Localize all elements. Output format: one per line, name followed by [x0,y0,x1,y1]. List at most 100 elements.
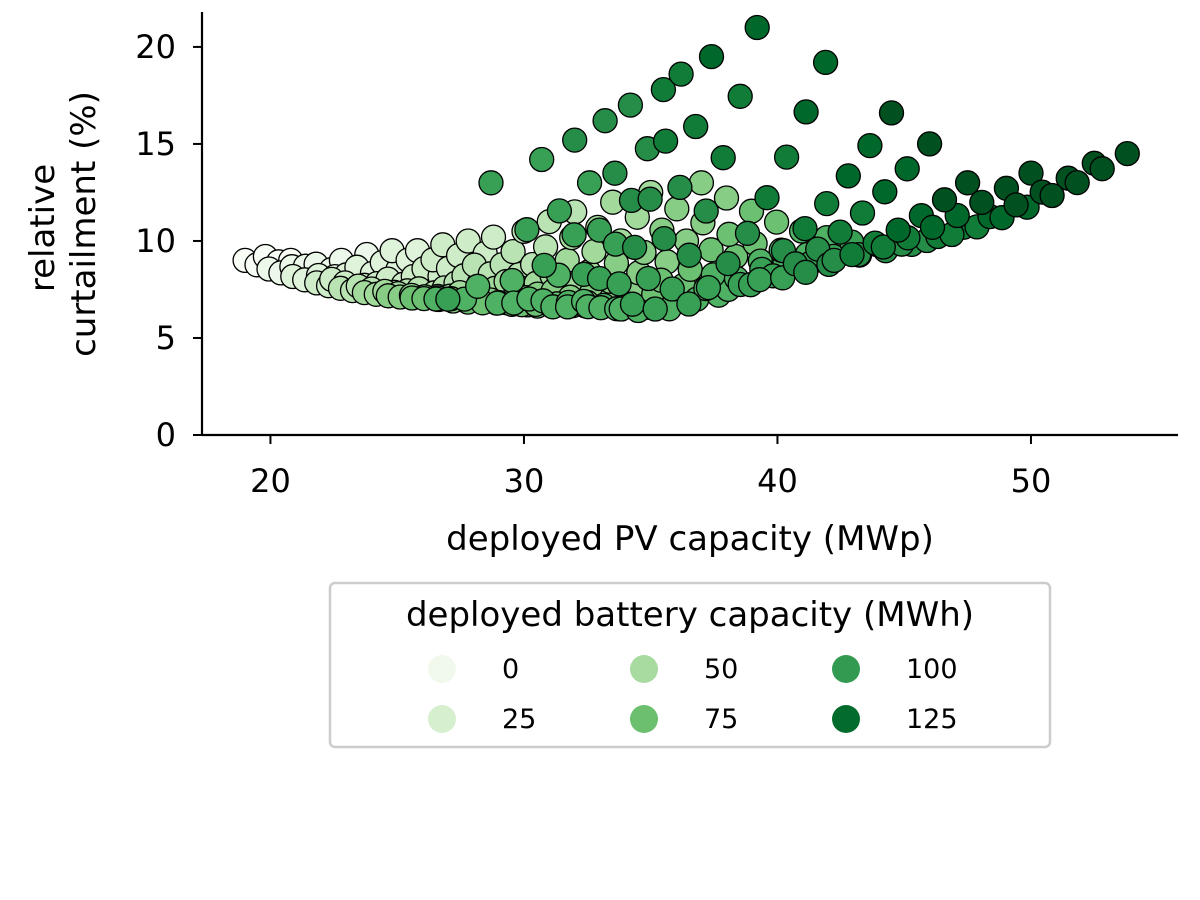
legend-marker [428,705,456,733]
data-point [500,238,526,265]
data-point [635,265,661,292]
data-point [954,170,981,196]
data-point [688,170,715,196]
y-tick-label: 20 [135,28,176,66]
data-point [642,296,668,322]
data-point [793,99,819,125]
y-axis-title-line1: relative [23,164,63,292]
data-point [499,267,525,294]
data-point [773,144,800,170]
y-tick-label: 15 [135,125,176,163]
data-point [931,187,958,213]
data-point [695,274,722,301]
legend-label: 0 [502,654,519,685]
data-point [713,185,740,211]
data-point [793,259,819,285]
x-tick-label: 20 [250,462,291,500]
data-point [1089,156,1115,182]
data-point [1039,182,1065,209]
data-point [870,234,896,260]
legend-label: 50 [704,654,738,685]
data-point [693,198,719,224]
data-point [792,215,818,242]
legend-label: 125 [906,704,958,735]
data-point [619,291,646,317]
data-point [839,241,865,268]
data-point [676,291,702,317]
y-tick-label: 10 [135,222,176,260]
data-point [754,185,780,211]
x-axis-title: deployed PV capacity (MWp) [446,519,934,559]
x-tick-label: 50 [1011,462,1052,500]
data-point [659,276,685,302]
data-point [480,224,507,250]
legend-label: 25 [502,704,536,735]
y-tick-label: 0 [156,416,176,454]
data-point [676,242,702,268]
data-point [606,271,632,297]
legend-frame [328,581,1052,749]
y-tick-label: 5 [156,319,176,357]
data-point [916,131,943,157]
data-point [885,217,911,243]
data-point [531,252,557,279]
legend-label: 75 [704,704,738,735]
data-point [652,128,679,154]
data-point [849,200,876,226]
data-point [617,92,644,118]
axes [200,12,1178,437]
data-point [1018,160,1044,186]
y-ticks: 0 5 10 15 20 [135,28,202,454]
data-point [586,217,613,243]
data-point [872,179,898,205]
legend-marker [630,655,658,683]
data-point [465,273,491,299]
legend-title: deployed battery capacity (MWh) [406,595,974,635]
data-point [546,198,573,224]
data-point [878,100,905,126]
data-point [715,250,741,277]
data-point [919,214,946,240]
legend-marker [428,655,456,683]
legend-label: 100 [906,654,958,685]
legend: deployed battery capacity (MWh) 0 25 50 75 1… [328,581,1052,749]
data-point [435,286,461,312]
data-point [650,76,677,103]
data-point [710,145,736,171]
data-point [651,225,677,252]
legend-marker [832,655,860,683]
data-point [455,228,481,254]
data-point [581,238,607,265]
data-point [621,234,648,261]
data-point [812,49,839,76]
data-point [763,209,790,235]
data-point [857,132,883,159]
legend-marker [630,705,658,733]
data-point [592,108,618,134]
x-tick-label: 30 [504,462,545,500]
data-point [746,267,773,293]
data-point [514,217,540,243]
data-point [734,220,761,246]
data-points [232,14,1140,324]
x-ticks: 20 30 40 50 [250,435,1051,500]
legend-entries: 0 25 50 75 100 125 [428,654,958,735]
data-point [478,170,504,196]
data-point [576,170,603,196]
data-point [969,189,995,216]
x-tick-label: 40 [757,462,798,500]
data-point [667,174,693,201]
y-axis-title-line2: curtailment (%) [64,91,104,357]
data-point [894,156,920,182]
legend-marker [832,705,860,733]
data-point [562,127,588,153]
data-point [727,83,753,109]
data-point [637,186,663,212]
data-point [602,160,628,186]
data-point [668,61,694,87]
data-point [683,113,709,140]
data-point [561,222,587,248]
data-point [814,190,840,217]
data-point [698,43,725,70]
